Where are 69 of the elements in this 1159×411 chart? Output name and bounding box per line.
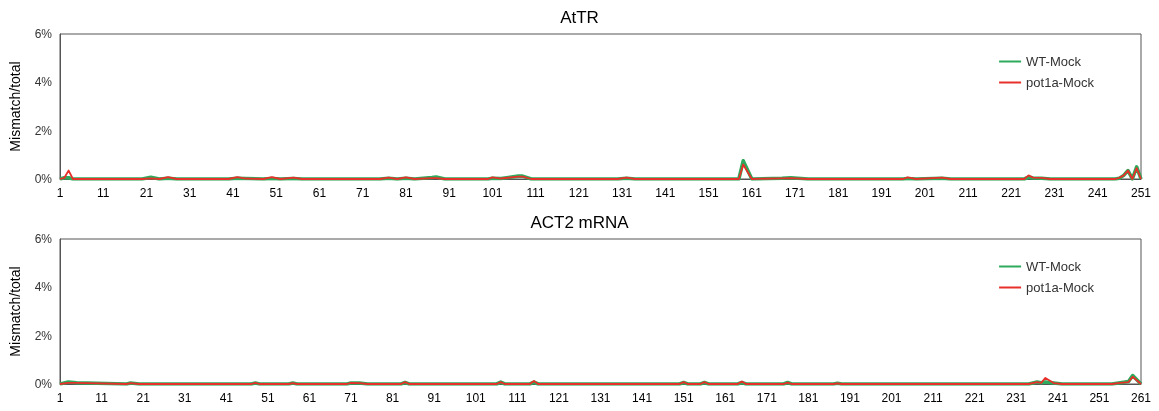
x-tick-label: 11	[97, 186, 110, 200]
x-tick-label: 211	[923, 391, 943, 405]
y-tick-label: 2%	[34, 123, 53, 138]
x-tick-label: 231	[1044, 186, 1065, 200]
y-axis-title: Mismatch/total	[7, 266, 23, 357]
x-tick-label: 111	[508, 391, 527, 405]
x-tick-label: 91	[427, 391, 442, 405]
x-tick-label: 121	[548, 391, 570, 405]
x-tick-label: 141	[655, 186, 676, 200]
x-tick-label: 131	[612, 186, 633, 200]
x-tick-label: 181	[828, 186, 849, 200]
x-tick-label: 71	[344, 391, 359, 405]
x-tick-label: 221	[964, 391, 986, 405]
legend-label: pot1a-Mock	[1026, 280, 1095, 295]
x-tick-label: 81	[399, 186, 413, 200]
x-tick-label: 101	[482, 186, 503, 200]
y-tick-label: 2%	[34, 328, 53, 343]
x-tick-label: 161	[741, 186, 763, 200]
x-tick-label: 231	[1006, 391, 1027, 405]
x-tick-label: 21	[136, 391, 151, 405]
x-tick-label: 11	[95, 391, 109, 405]
x-tick-label: 101	[465, 391, 487, 405]
x-tick-label: 51	[261, 391, 275, 405]
x-tick-label: 151	[673, 391, 694, 405]
x-tick-label: 171	[785, 186, 806, 200]
x-tick-label: 201	[914, 186, 936, 200]
legend-label: WT-Mock	[1026, 259, 1082, 274]
x-tick-label: 41	[226, 186, 240, 200]
x-tick-label: 221	[1001, 186, 1022, 200]
x-tick-label: 121	[568, 186, 590, 200]
x-tick-label: 1	[56, 391, 64, 405]
x-tick-label: 71	[356, 186, 370, 200]
x-tick-label: 211	[958, 186, 978, 200]
x-tick-label: 61	[312, 186, 327, 200]
x-tick-label: 191	[839, 391, 861, 405]
x-tick-label: 181	[798, 391, 819, 405]
y-tick-label: 0%	[34, 377, 53, 391]
x-tick-label: 81	[385, 391, 400, 405]
x-tick-label: 191	[871, 186, 892, 200]
x-tick-label: 31	[178, 391, 192, 405]
legend-label: pot1a-Mock	[1026, 75, 1095, 90]
x-tick-label: 21	[139, 186, 154, 200]
y-tick-label: 4%	[34, 75, 53, 90]
y-tick-label: 4%	[34, 280, 53, 295]
x-tick-label: 151	[698, 186, 719, 200]
x-tick-label: 171	[756, 391, 778, 405]
x-tick-label: 241	[1047, 391, 1069, 405]
x-tick-label: 41	[219, 391, 234, 405]
y-tick-label: 6%	[34, 232, 53, 246]
x-tick-label: 201	[881, 391, 902, 405]
x-tick-label: 61	[302, 391, 317, 405]
x-tick-label: 141	[632, 391, 653, 405]
x-tick-label: 131	[590, 391, 611, 405]
y-tick-label: 6%	[34, 27, 53, 41]
x-tick-label: 1	[56, 186, 64, 200]
x-tick-label: 111	[526, 186, 546, 200]
legend-label: WT-Mock	[1026, 54, 1082, 69]
x-tick-label: 261	[1130, 391, 1152, 405]
x-tick-label: 51	[269, 186, 284, 200]
chart-title: AtTR	[560, 8, 599, 27]
y-axis-title: Mismatch/total	[7, 61, 23, 152]
x-tick-label: 161	[715, 391, 736, 405]
chart-title: ACT2 mRNA	[530, 213, 630, 232]
y-tick-label: 0%	[34, 172, 53, 186]
x-tick-label: 31	[183, 186, 197, 200]
x-tick-label: 251	[1130, 186, 1152, 200]
x-tick-label: 241	[1087, 186, 1109, 200]
x-tick-label: 91	[442, 186, 457, 200]
x-tick-label: 251	[1089, 391, 1110, 405]
